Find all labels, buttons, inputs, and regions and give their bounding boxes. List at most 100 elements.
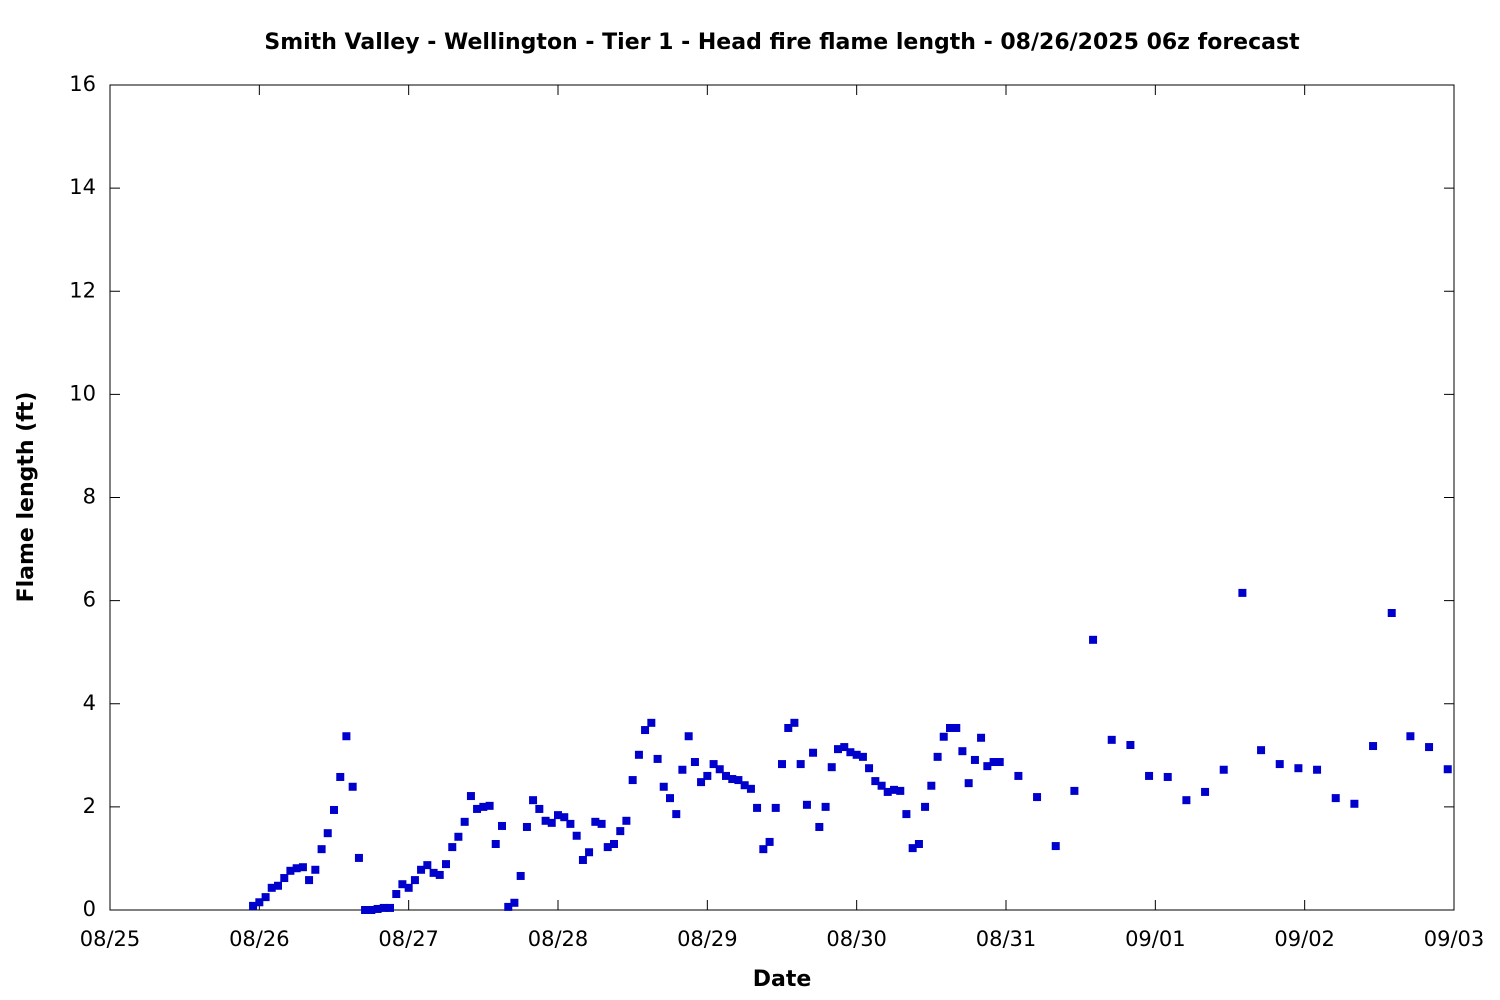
y-tick-label: 4: [83, 691, 96, 715]
point: [460, 817, 469, 826]
point: [1294, 764, 1303, 773]
point: [442, 860, 450, 869]
point: [448, 843, 457, 852]
point: [298, 863, 307, 872]
point: [958, 747, 967, 756]
point: [491, 840, 500, 848]
point: [790, 718, 799, 727]
point: [1275, 760, 1284, 769]
point: [417, 865, 426, 874]
point: [877, 781, 886, 790]
point: [479, 802, 488, 811]
point: [361, 906, 370, 914]
point: [939, 732, 948, 741]
point: [622, 816, 631, 825]
point: [1014, 771, 1023, 780]
point: [348, 782, 357, 791]
point: [292, 864, 301, 873]
point: [1406, 732, 1415, 741]
point: [429, 868, 438, 877]
point: [435, 870, 444, 879]
point: [734, 776, 743, 785]
point: [933, 752, 942, 761]
point: [578, 855, 587, 864]
y-tick-label: 6: [83, 588, 96, 612]
point: [498, 821, 506, 830]
y-axis-label: Flame length (ft): [14, 392, 39, 603]
y-tick-label: 10: [69, 381, 96, 405]
point: [603, 843, 612, 852]
plot-frame: [109, 84, 1455, 911]
point: [753, 803, 762, 812]
point: [261, 893, 270, 902]
point: [740, 781, 749, 790]
point: [946, 723, 954, 732]
point: [796, 760, 805, 769]
point: [466, 792, 475, 801]
point: [896, 786, 905, 795]
point: [834, 745, 842, 754]
point: [964, 779, 973, 788]
point: [386, 903, 394, 912]
point: [628, 776, 637, 785]
point: [1163, 772, 1172, 781]
point: [728, 775, 737, 784]
point: [989, 758, 998, 767]
point: [1331, 794, 1340, 803]
point: [392, 890, 401, 899]
point: [1126, 741, 1135, 749]
point: [423, 861, 432, 870]
point: [336, 772, 345, 781]
point: [286, 866, 295, 875]
point: [516, 871, 525, 880]
point: [977, 733, 986, 742]
point: [1369, 742, 1378, 751]
x-tick-label: 08/25: [80, 927, 141, 951]
point: [852, 750, 861, 759]
point: [827, 763, 836, 772]
point: [473, 804, 482, 813]
point: [591, 817, 600, 826]
point: [927, 781, 936, 790]
point: [871, 777, 880, 786]
point: [255, 898, 264, 907]
x-tick-label: 08/30: [826, 927, 887, 951]
point: [883, 787, 892, 796]
point: [560, 813, 569, 822]
point: [379, 903, 388, 912]
point: [666, 794, 674, 803]
point: [554, 811, 562, 820]
point: [815, 822, 824, 831]
point: [616, 827, 625, 836]
point: [634, 750, 643, 759]
y-tick-label: 0: [83, 897, 96, 921]
point: [697, 778, 706, 787]
point: [354, 853, 363, 862]
point: [659, 782, 668, 791]
y-tick-label: 2: [83, 794, 96, 818]
point: [778, 760, 786, 769]
point: [846, 748, 855, 757]
point: [1182, 796, 1191, 805]
point: [330, 805, 338, 814]
x-tick-label: 08/27: [378, 927, 439, 951]
point: [995, 758, 1004, 767]
point: [398, 880, 407, 889]
point: [952, 723, 961, 732]
x-tick-label: 08/31: [976, 927, 1037, 951]
point: [771, 803, 780, 812]
point: [510, 898, 519, 907]
point: [647, 718, 656, 727]
point: [280, 874, 289, 883]
point: [522, 822, 531, 831]
y-tick-label: 14: [69, 175, 96, 199]
point: [1443, 765, 1452, 774]
point: [684, 732, 693, 741]
point: [1257, 746, 1266, 755]
point: [703, 771, 712, 780]
point: [1387, 609, 1396, 617]
point: [865, 764, 874, 773]
point: [709, 760, 718, 769]
point: [504, 902, 513, 911]
point: [1425, 743, 1434, 752]
